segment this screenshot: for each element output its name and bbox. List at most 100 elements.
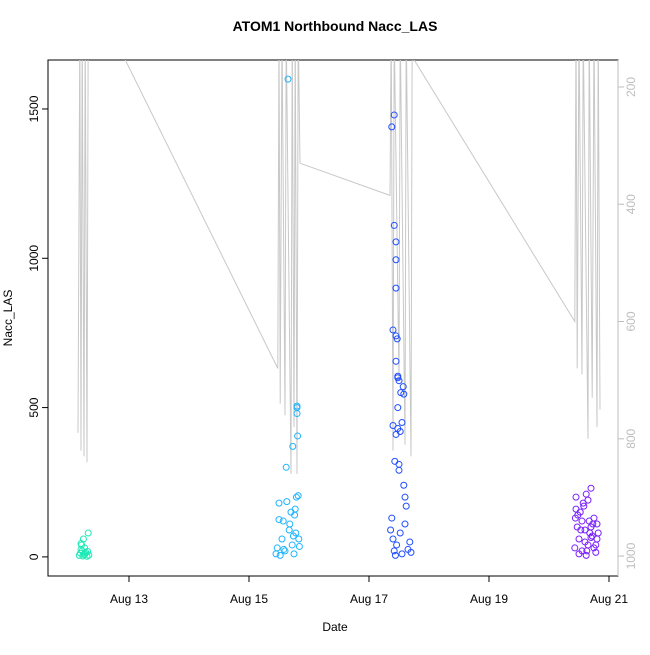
point [572,505,580,513]
x-tick-label: Aug 15 [230,592,268,606]
point [275,516,283,524]
point [286,520,294,528]
y-tick-label: 1000 [27,245,41,272]
point [295,535,303,543]
point [388,123,396,131]
y2-tick-label: 1000 [624,542,638,569]
point [284,75,292,83]
point [587,533,595,541]
point [592,541,600,549]
point [586,529,594,537]
point [288,541,296,549]
point [292,493,300,501]
point [389,326,397,334]
plot-frame [47,59,619,577]
point [571,514,579,522]
y2-tick-label: 600 [624,311,638,331]
x-tick-label: Aug 17 [350,592,388,606]
point [282,463,290,471]
point [593,520,601,528]
y2-tick-label: 400 [624,194,638,214]
point [581,538,589,546]
point [407,548,415,556]
x-axis-label: Date [322,620,348,634]
point [276,551,284,559]
point [84,548,92,556]
x-tick-label: Aug 21 [590,592,628,606]
point [391,457,399,465]
point [294,492,302,500]
point [77,545,85,553]
point [280,545,288,553]
point [389,535,397,543]
point [592,548,600,556]
point [387,526,395,534]
point [283,498,291,506]
point [278,535,286,543]
point [390,111,398,119]
point [285,526,293,534]
point [390,547,398,555]
point [289,442,297,450]
point [289,532,297,540]
point [392,357,400,365]
point [291,511,299,519]
x-tick-label: Aug 19 [470,592,508,606]
point [392,430,400,438]
y-tick-label: 0 [27,553,41,560]
point [582,551,590,559]
point [393,335,401,343]
point [390,221,398,229]
point [578,517,586,525]
point [400,481,408,489]
point [571,544,579,552]
point [396,529,404,537]
point [572,493,580,501]
point [402,502,410,510]
point [294,432,302,440]
point [395,377,403,385]
plot-area [75,60,602,560]
point [279,517,287,525]
point [398,550,406,558]
point [293,410,301,418]
point [582,490,590,498]
y-tick-label: 500 [27,397,41,417]
point [401,520,409,528]
x-tick-label: Aug 13 [110,592,148,606]
point [392,284,400,292]
point [392,256,400,264]
y-axis-label: Nacc_LAS [1,290,15,347]
point [398,419,406,427]
y-tick-label: 1500 [27,95,41,122]
point [593,535,601,543]
point [577,526,585,534]
point [584,496,592,504]
point [394,404,402,412]
depth-line [77,60,601,475]
point [273,544,281,552]
point [589,520,597,528]
point [594,529,602,537]
chart-title: ATOM1 Northbound Nacc_LAS [233,18,438,34]
point [290,550,298,558]
point [391,551,399,559]
point [295,542,303,550]
point [395,460,403,468]
point [291,505,299,513]
point [81,550,89,558]
point [580,502,588,510]
point [406,538,414,546]
point [587,484,595,492]
point [78,541,86,549]
point [85,551,93,559]
point [590,514,598,522]
point [401,493,409,501]
point [575,535,583,543]
point [275,499,283,507]
point [583,547,591,555]
point [575,550,583,558]
point [392,238,400,246]
